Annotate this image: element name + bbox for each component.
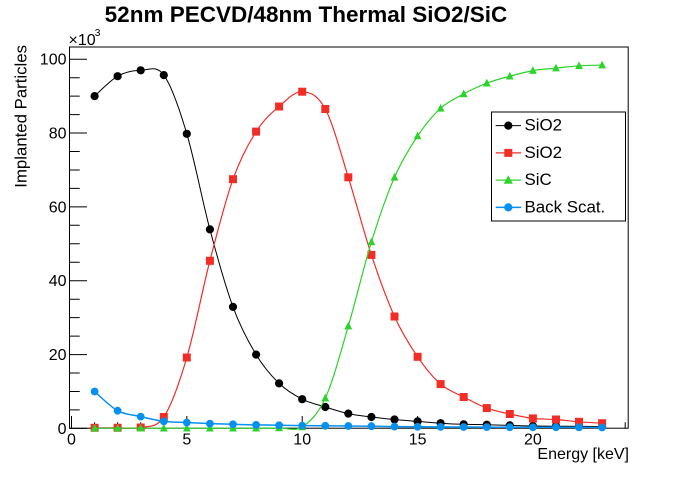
- svg-text:Energy [keV]: Energy [keV]: [537, 446, 629, 463]
- svg-text:20: 20: [524, 432, 542, 449]
- svg-text:80: 80: [49, 126, 67, 143]
- svg-text:40: 40: [49, 273, 67, 290]
- svg-text:×10: ×10: [69, 32, 96, 49]
- svg-text:10: 10: [293, 432, 311, 449]
- svg-text:SiO2: SiO2: [525, 116, 563, 135]
- svg-text:5: 5: [182, 432, 191, 449]
- svg-text:SiC: SiC: [525, 170, 552, 189]
- svg-text:Back Scat.: Back Scat.: [525, 197, 606, 216]
- svg-text:52nm PECVD/48nm Thermal SiO2/S: 52nm PECVD/48nm Thermal SiO2/SiC: [105, 2, 508, 27]
- svg-text:15: 15: [409, 432, 427, 449]
- svg-text:Implanted Particles: Implanted Particles: [12, 45, 31, 188]
- svg-text:60: 60: [49, 199, 67, 216]
- svg-text:0: 0: [67, 432, 76, 449]
- svg-text:0: 0: [58, 421, 67, 438]
- svg-text:SiO2: SiO2: [525, 143, 563, 162]
- svg-text:3: 3: [95, 28, 101, 39]
- svg-text:100: 100: [40, 52, 67, 69]
- svg-text:20: 20: [49, 347, 67, 364]
